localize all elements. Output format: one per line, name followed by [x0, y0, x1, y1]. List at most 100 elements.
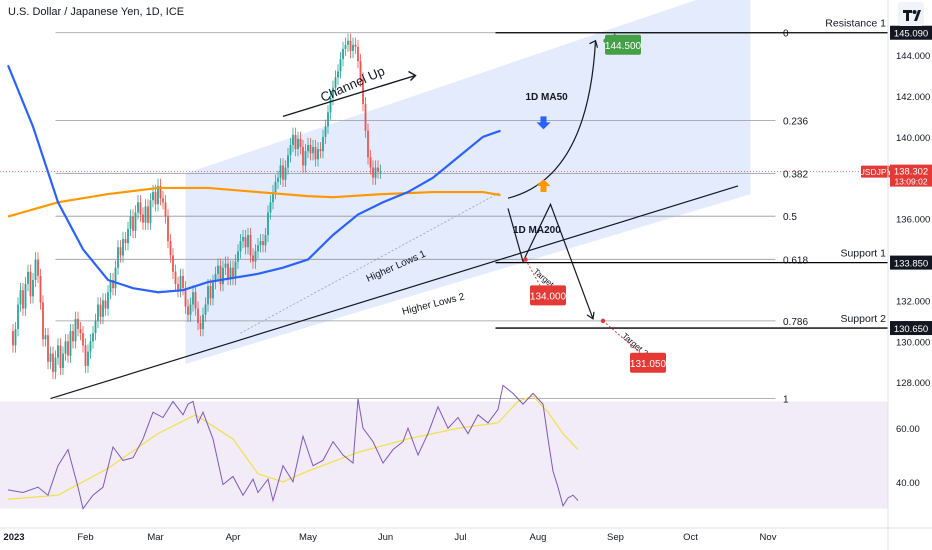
- level-tag-text-2: 130.650: [894, 324, 928, 335]
- ma200-label: 1D MA200: [513, 225, 561, 236]
- candle-body: [282, 165, 284, 180]
- rsi-line: [7, 384, 579, 510]
- candle-body: [82, 333, 84, 346]
- candle-body: [164, 202, 167, 217]
- target-leader-1: [525, 259, 541, 286]
- candle-body: [87, 351, 89, 366]
- time-tick-May: May: [299, 532, 317, 543]
- candle-body: [199, 322, 202, 330]
- candle-body: [144, 206, 147, 223]
- candle-body: [174, 271, 177, 285]
- candle-body: [59, 345, 62, 368]
- candle-body: [159, 185, 162, 199]
- candle-body: [224, 263, 227, 268]
- candle-body: [149, 200, 152, 223]
- candle-body: [217, 265, 219, 274]
- candle-body: [354, 44, 357, 47]
- projection-up-arrowhead: [589, 39, 599, 48]
- candle-body: [299, 138, 302, 148]
- candle-body: [79, 329, 82, 334]
- candle-body: [47, 335, 49, 362]
- candle-body: [219, 265, 222, 285]
- level-tag-text-1: 133.850: [894, 259, 928, 270]
- candle-body: [189, 304, 192, 315]
- target-badge-1: [530, 285, 566, 306]
- candle-body: [187, 306, 189, 315]
- candle-body: [169, 241, 172, 256]
- candle-body: [347, 40, 349, 45]
- candle-body: [267, 212, 269, 235]
- candle-body: [209, 286, 212, 299]
- chart-title: U.S. Dollar / Japanese Yen, 1D, ICE: [8, 6, 185, 18]
- channel-up-arrowhead: [408, 70, 417, 81]
- candle-body: [29, 271, 32, 297]
- candle-body: [377, 167, 379, 172]
- candle-body: [42, 302, 44, 340]
- candle-body: [272, 192, 274, 203]
- candle-body: [129, 216, 132, 229]
- time-tick-Aug: Aug: [530, 532, 547, 543]
- candle-body: [212, 282, 214, 299]
- candle-body: [327, 112, 329, 127]
- candle-body: [289, 145, 292, 156]
- candle-body: [337, 71, 339, 78]
- candle-body: [287, 155, 289, 168]
- time-tick-Mar: Mar: [147, 532, 163, 543]
- candle-body: [232, 267, 234, 278]
- price-tick-140.000: 140.000: [896, 133, 930, 144]
- candle-body: [269, 202, 272, 213]
- time-tick-Feb: Feb: [77, 532, 93, 543]
- candle-body: [32, 279, 34, 297]
- fib-label-1: 1: [783, 395, 789, 406]
- candle-body: [172, 255, 174, 272]
- candle-body: [39, 275, 42, 303]
- candle-body: [99, 304, 102, 317]
- candle-body: [369, 157, 372, 168]
- candle-body: [284, 167, 287, 180]
- candle-body: [257, 245, 259, 252]
- rsi-tick-40.00: 40.00: [896, 478, 920, 489]
- candle-body: [44, 335, 47, 340]
- price-tick-142.000: 142.000: [896, 92, 930, 103]
- level-tag-1: [890, 255, 932, 270]
- candle-body: [214, 273, 217, 283]
- candle-body: [12, 331, 14, 346]
- countdown-text: 13:09:02: [894, 177, 927, 187]
- candle-body: [222, 267, 224, 285]
- candle-body: [324, 126, 327, 137]
- candle-body: [359, 61, 362, 80]
- fib-label-0: 0: [783, 29, 789, 40]
- candle-body: [342, 48, 344, 60]
- ma200-line: [7, 186, 501, 218]
- ma50-line: [6, 64, 501, 294]
- rsi-tick-60.00: 60.00: [896, 424, 920, 435]
- candle-body: [379, 171, 382, 173]
- candle-body: [177, 284, 179, 291]
- candle-body: [152, 192, 154, 201]
- candle-body: [74, 318, 77, 342]
- target-badge-text-0: 144.500: [605, 41, 642, 52]
- target-badge-2: [630, 352, 666, 373]
- candle-body: [254, 251, 257, 262]
- tradingview-logo-icon[interactable]: [898, 2, 924, 26]
- candle-body: [192, 292, 194, 305]
- time-tick-Jul: Jul: [454, 532, 466, 543]
- candle-body: [77, 318, 79, 330]
- candle-body: [262, 241, 264, 246]
- candle-body: [182, 275, 184, 289]
- target-leader-2: [602, 320, 641, 354]
- candle-body: [279, 165, 282, 178]
- candle-body: [237, 251, 239, 262]
- candle-body: [202, 314, 204, 330]
- price-tick-136.000: 136.000: [896, 215, 930, 226]
- candle-body: [332, 87, 334, 98]
- candle-body: [132, 216, 134, 231]
- candle-body: [14, 329, 17, 346]
- candle-body: [49, 353, 52, 362]
- candle-body: [312, 147, 314, 154]
- candle-body: [352, 44, 354, 51]
- candle-body: [357, 46, 359, 62]
- candle-body: [62, 353, 64, 368]
- level-tag-text-0: 145.090: [894, 29, 928, 40]
